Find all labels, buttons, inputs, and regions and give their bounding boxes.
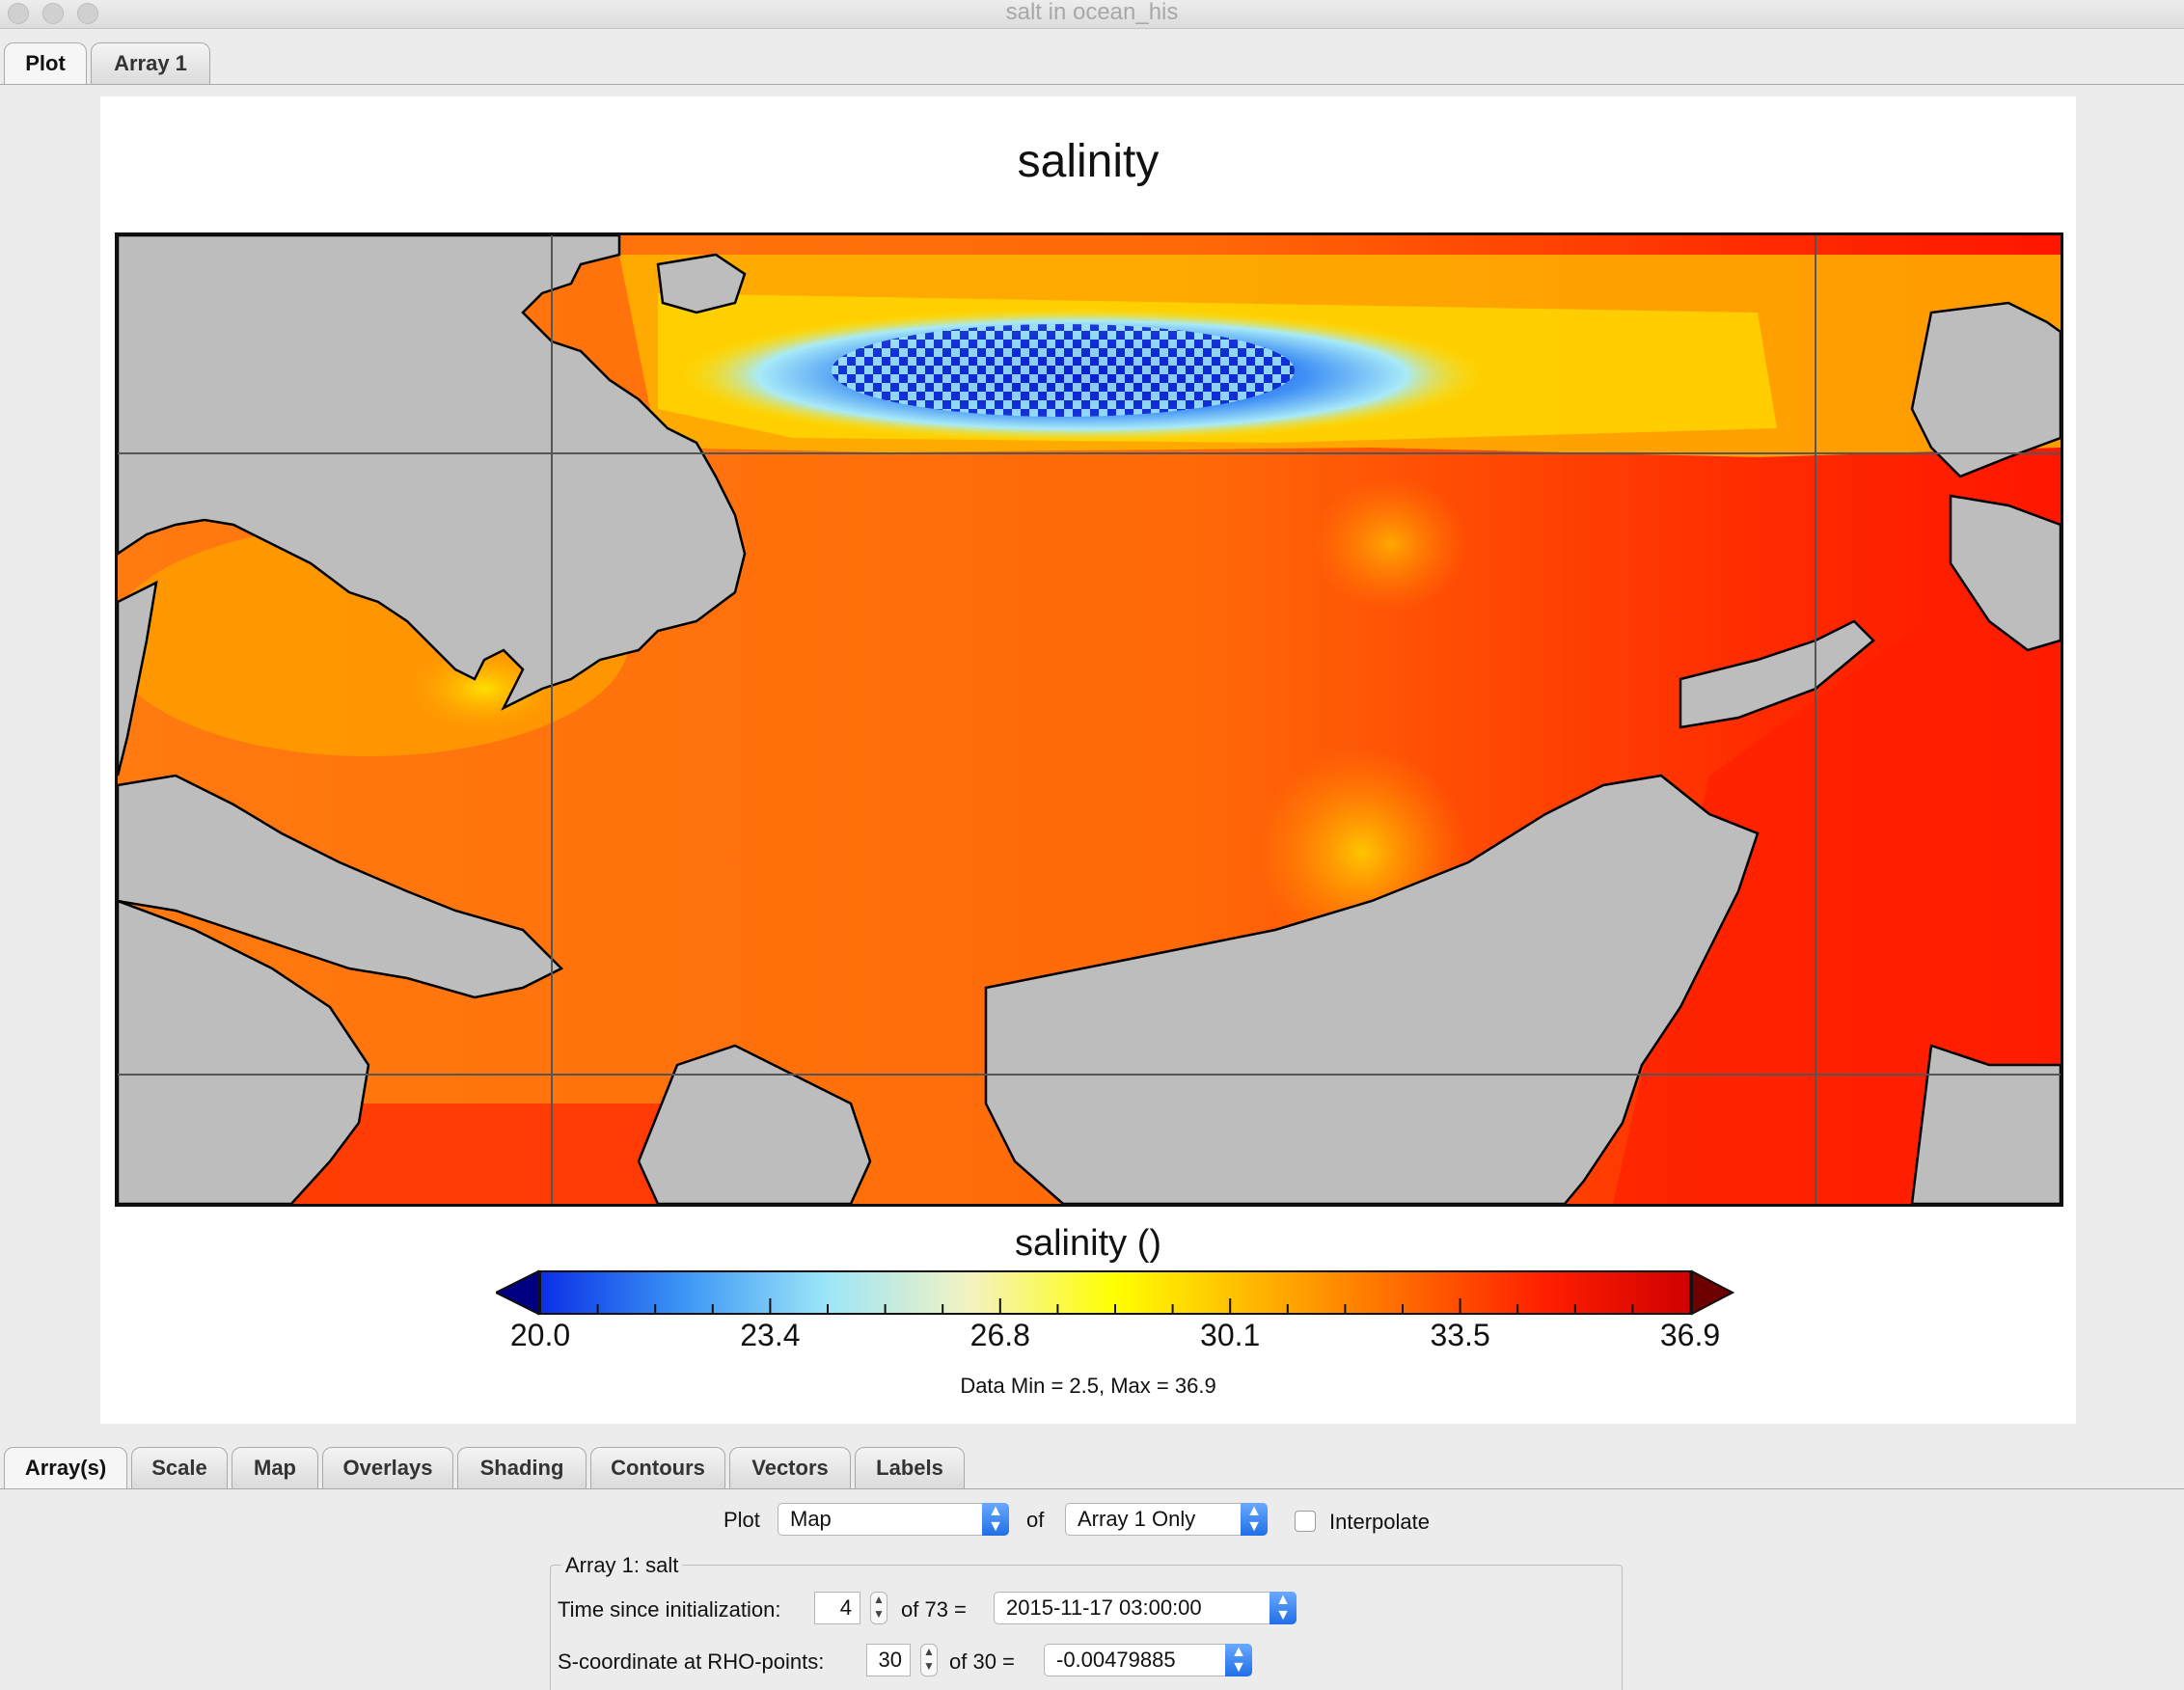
plot-title: salinity [1017,136,1160,187]
tab-contours[interactable]: Contours [590,1447,725,1489]
plot-type-select[interactable]: Map ▲ ▼ [778,1503,1009,1536]
tab-arrays[interactable]: Array(s) [4,1447,127,1489]
array-mode-value: Array 1 Only [1078,1507,1196,1531]
tab-array-1[interactable]: Array 1 [91,42,210,85]
tab-labels[interactable]: Labels [855,1447,965,1489]
chevron-updown-icon: ▲ ▼ [1241,1503,1268,1536]
tab-divider [0,84,2184,85]
tab-overlays[interactable]: Overlays [322,1447,453,1489]
chevron-updown-icon: ▲ ▼ [1225,1644,1252,1676]
settings-tab-bar: Array(s) Scale Map Overlays Shading Cont… [0,1433,2184,1489]
s-stepper[interactable]: ▲ ▼ [920,1644,938,1676]
time-value-select[interactable]: 2015-11-17 03:00:00 ▲ ▼ [994,1592,1297,1624]
time-value: 2015-11-17 03:00:00 [1006,1595,1202,1620]
salinity-map[interactable] [115,232,2063,1207]
colorbar [496,1269,1734,1316]
colorbar-labels: 20.0 23.4 26.8 30.1 33.5 36.9 [100,1318,2076,1356]
interpolate-label: Interpolate [1329,1510,1430,1534]
colorbar-tick-label: 23.4 [740,1318,801,1352]
array-1-group-title: Array 1: salt [561,1553,683,1578]
tab-map[interactable]: Map [232,1447,318,1489]
s-of-label: of 30 = [949,1649,1015,1674]
chevron-updown-icon: ▲ ▼ [1269,1592,1297,1624]
s-value: -0.00479885 [1056,1648,1176,1672]
plot-type-value: Map [790,1507,832,1531]
colorbar-title: salinity () [1014,1223,1162,1264]
window-title: salt in ocean_his [1005,0,1179,25]
east-red [1613,525,2061,1204]
colorbar-tick-label: 36.9 [1659,1318,1721,1352]
top-tab-bar: Plot Array 1 [0,29,2184,85]
graticule [118,235,2061,1204]
time-label: Time since initialization: [558,1597,781,1622]
array-1-group [550,1565,1623,1690]
data-range-text: Data Min = 2.5, Max = 36.9 [960,1374,1216,1398]
close-window-button[interactable] [8,3,29,24]
colorbar-over-arrow [1691,1269,1734,1316]
tab-divider [0,1488,2184,1489]
s-value-select[interactable]: -0.00479885 ▲ ▼ [1044,1644,1252,1676]
north-central-blob [1314,477,1468,612]
interpolate-checkbox[interactable] [1295,1511,1316,1532]
chevron-updown-icon: ▲ ▼ [982,1503,1009,1536]
colorbar-tick-label: 30.1 [1200,1318,1261,1352]
tab-vectors[interactable]: Vectors [729,1447,851,1489]
plot-label: Plot [723,1508,760,1532]
controls-panel: Array(s) Scale Map Overlays Shading Cont… [0,1433,2184,1690]
land [118,235,2061,1204]
window-title-bar: salt in ocean_his [0,0,2184,29]
time-index-field[interactable]: 4 [814,1592,860,1624]
tab-scale[interactable]: Scale [131,1447,228,1489]
s-coordinate-label: S-coordinate at RHO-points: [558,1649,825,1674]
tab-shading[interactable]: Shading [457,1447,587,1489]
of-label: of [1026,1508,1045,1532]
plot-panel: salinity [100,96,2076,1424]
tab-plot[interactable]: Plot [4,42,87,85]
checker-plume [832,324,1295,417]
colorbar-under-arrow [496,1269,539,1316]
zoom-window-button[interactable] [77,3,98,24]
minimize-window-button[interactable] [42,3,64,24]
time-of-label: of 73 = [901,1597,967,1622]
s-index-field[interactable]: 30 [866,1644,911,1676]
map-canvas [118,235,2061,1204]
colorbar-ticks [596,1298,1634,1314]
colorbar-tick-label: 33.5 [1430,1318,1490,1352]
colorbar-tick-label: 20.0 [509,1318,571,1352]
array-mode-select[interactable]: Array 1 Only ▲ ▼ [1065,1503,1268,1536]
colorbar-tick-label: 26.8 [969,1318,1030,1352]
time-stepper[interactable]: ▲ ▼ [870,1592,887,1624]
